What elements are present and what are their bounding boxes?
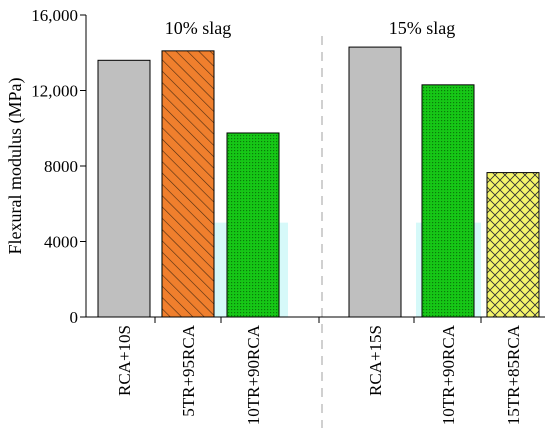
y-tick-label-2: 4000 (44, 233, 78, 252)
bar-1 (98, 60, 150, 318)
bars-layer (97, 46, 540, 318)
x-tick-label-4: RCA+15S (366, 325, 385, 396)
group-label-1: 10% slag (165, 18, 232, 38)
y-tick-label-1: 0 (70, 308, 79, 327)
y-tick-label-3: 8000 (44, 157, 78, 176)
y-tick-label-5: 16,000 (31, 6, 78, 25)
bar-pattern-3 (227, 132, 279, 317)
y-axis-title: Flexural modulus (MPa) (5, 78, 26, 255)
x-tick-label-1: RCA+10S (115, 325, 134, 396)
bar-pattern-6 (487, 172, 539, 317)
axes: RCA+10S 5TR+95RCA 10TR+90RCA RCA+15S 10TR+90… (31, 6, 545, 425)
x-tick-label-5: 10TR+90RCA (439, 324, 458, 425)
x-tick-label-3: 10TR+90RCA (244, 324, 263, 425)
y-tick-label-4: 12,000 (31, 82, 78, 101)
bar-pattern-5 (422, 84, 474, 318)
bar-4 (349, 47, 401, 318)
x-tick-label-2: 5TR+95RCA (179, 324, 198, 416)
bar-pattern-2 (162, 50, 214, 318)
x-tick-label-6: 15TR+85RCA (504, 324, 523, 425)
group-label-2: 15% slag (389, 18, 456, 38)
